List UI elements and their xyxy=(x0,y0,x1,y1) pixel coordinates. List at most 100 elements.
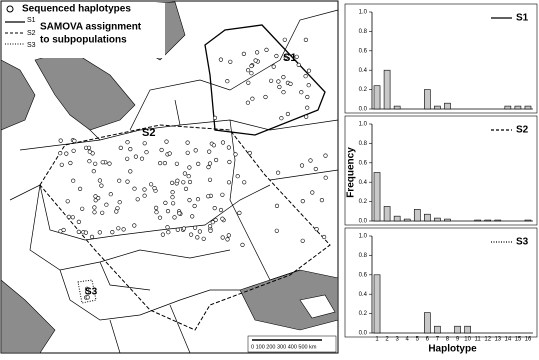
sample-point xyxy=(220,192,225,197)
bar xyxy=(383,69,391,110)
sample-point xyxy=(92,205,97,210)
y-tick-label: 0.0 xyxy=(359,331,368,337)
sample-point xyxy=(299,163,305,168)
legend-line-label: S2 xyxy=(27,30,36,37)
sample-point xyxy=(71,148,76,153)
sample-point xyxy=(241,51,246,57)
legend-point xyxy=(6,5,14,13)
bar xyxy=(434,325,441,334)
sample-point xyxy=(195,235,200,240)
sample-point xyxy=(162,161,167,166)
sample-point xyxy=(84,290,90,295)
sample-point xyxy=(99,183,104,188)
sample-point xyxy=(310,190,315,195)
sample-point xyxy=(80,206,85,211)
sample-point xyxy=(264,47,269,53)
sample-point xyxy=(294,54,299,59)
sample-point xyxy=(163,200,168,205)
sample-point xyxy=(70,215,75,220)
sample-point xyxy=(175,227,180,232)
x-tick-label: 9 xyxy=(456,337,460,343)
y-tick-label: 0.4 xyxy=(359,292,368,298)
sample-point xyxy=(117,200,122,205)
sample-point xyxy=(71,178,76,183)
x-tick-label: 2 xyxy=(385,337,389,343)
sample-point xyxy=(319,198,325,203)
sample-point xyxy=(208,228,213,233)
sample-point xyxy=(186,174,191,179)
sample-point xyxy=(58,151,63,156)
legend-label: S1 xyxy=(516,13,529,24)
sample-point xyxy=(210,220,215,225)
sample-point xyxy=(281,90,286,95)
bar xyxy=(474,219,481,222)
sample-point xyxy=(154,205,159,210)
sample-point xyxy=(108,192,113,197)
sample-point xyxy=(165,225,170,230)
crimea xyxy=(299,294,336,319)
sample-point xyxy=(263,94,268,100)
sample-point xyxy=(300,238,305,243)
sample-point xyxy=(303,74,308,79)
x-tick-label: 15 xyxy=(515,337,522,343)
sample-point xyxy=(240,242,245,247)
sample-point xyxy=(172,215,177,220)
border xyxy=(39,184,271,241)
sample-point xyxy=(269,78,274,83)
y-tick-label: 0.0 xyxy=(359,219,368,225)
bar xyxy=(413,209,421,222)
sample-point xyxy=(64,151,69,156)
sample-point xyxy=(228,59,233,64)
sample-point xyxy=(313,166,318,172)
border xyxy=(9,184,231,271)
y-tick-label: 0.4 xyxy=(359,68,368,74)
bar xyxy=(484,219,492,222)
adriatic-sea xyxy=(0,279,56,354)
bar xyxy=(373,85,381,110)
sample-point xyxy=(276,170,281,175)
legend-label: S2 xyxy=(516,125,529,136)
x-tick-label: 4 xyxy=(406,337,410,343)
legend-caption: SAMOVA assignment xyxy=(40,22,142,33)
sample-point xyxy=(246,68,251,73)
sample-point xyxy=(195,197,201,202)
bar xyxy=(444,218,451,222)
sample-point xyxy=(125,179,130,184)
x-tick-label: 7 xyxy=(436,337,440,343)
sample-point xyxy=(183,186,189,191)
sample-point xyxy=(166,230,171,235)
sample-point xyxy=(133,154,138,159)
y-tick-label: 0.0 xyxy=(359,107,368,113)
sample-point xyxy=(274,53,279,59)
legend-caption: to subpopulations xyxy=(40,35,127,46)
sample-point xyxy=(323,175,328,180)
bar xyxy=(383,206,391,222)
y-tick-label: 0.8 xyxy=(359,141,368,147)
sample-point xyxy=(226,145,231,150)
sample-point xyxy=(226,180,232,185)
legend-line-label: S1 xyxy=(27,17,36,24)
sample-point xyxy=(305,94,310,100)
sample-point xyxy=(249,63,254,69)
sample-point xyxy=(213,217,218,223)
y-axis-title: Frequency xyxy=(346,147,357,198)
region-label: S2 xyxy=(142,127,155,139)
sample-points xyxy=(58,37,328,300)
sample-point xyxy=(237,210,242,215)
sample-point xyxy=(181,180,186,185)
sample-point xyxy=(189,232,194,237)
sample-point xyxy=(306,68,312,73)
sample-point xyxy=(185,140,190,145)
sample-point xyxy=(192,203,197,209)
sample-point xyxy=(170,190,175,195)
y-tick-label: 1.0 xyxy=(359,10,368,16)
charts: 0.0 0.2 0.4 0.6 0.8 1.0 S1 0.0 0.2 0.4 0.6 0.8 1.0 S2… xyxy=(344,3,538,355)
sample-point xyxy=(170,195,175,200)
bar xyxy=(424,89,431,110)
sample-point xyxy=(249,71,254,76)
sample-point xyxy=(159,147,164,153)
sample-point xyxy=(197,229,202,234)
y-tick-label: 1.0 xyxy=(359,122,368,128)
y-tick-label: 0.6 xyxy=(359,160,368,166)
sample-point xyxy=(177,211,182,216)
